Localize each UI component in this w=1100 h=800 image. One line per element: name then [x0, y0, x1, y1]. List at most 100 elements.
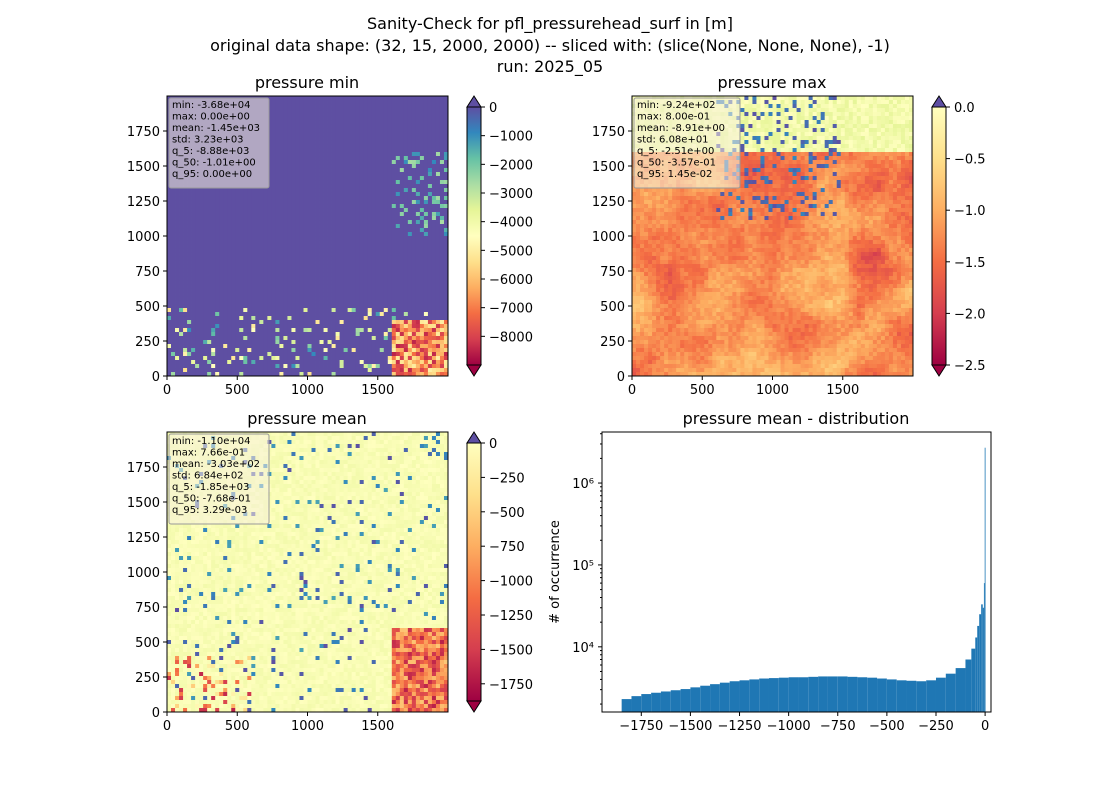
heatmap-cell: [363, 136, 369, 141]
heatmap-cell: [403, 224, 409, 229]
heatmap-cell: [435, 96, 441, 101]
heatmap-cell: [435, 276, 441, 281]
heatmap-cell: [399, 224, 405, 229]
heatmap-cell: [331, 124, 336, 129]
heatmap-cell: [379, 100, 385, 105]
heatmap-cell: [175, 240, 180, 245]
heatmap-cell: [219, 264, 224, 269]
heatmap-cell: [307, 160, 312, 165]
heatmap-cell: [215, 368, 220, 373]
heatmap-cell: [415, 280, 421, 285]
heatmap-cell: [411, 368, 417, 373]
heatmap-cell: [431, 240, 437, 245]
heatmap-cell: [339, 156, 345, 161]
heatmap-cell: [203, 288, 208, 293]
heatmap-cell: [323, 336, 328, 341]
heatmap-cell: [375, 312, 381, 317]
heatmap-cell: [403, 180, 409, 185]
heatmap-cell: [363, 172, 369, 177]
heatmap-cell: [363, 328, 369, 333]
heatmap-cell: [179, 196, 184, 201]
heatmap-cell: [299, 364, 304, 369]
heatmap-cell: [275, 184, 280, 189]
heatmap-cell: [187, 368, 192, 373]
heatmap-cell: [291, 156, 296, 161]
heatmap-cell: [431, 148, 437, 153]
heatmap-cell: [175, 272, 180, 277]
heatmap-cell: [231, 244, 236, 249]
heatmap-cell: [251, 360, 256, 365]
heatmap-cell: [375, 180, 381, 185]
heatmap-cell: [375, 120, 381, 125]
heatmap-cell: [387, 180, 393, 185]
heatmap-cell: [343, 128, 349, 133]
heatmap-cell: [219, 296, 224, 301]
heatmap-cell: [251, 288, 256, 293]
heatmap-cell: [311, 164, 316, 169]
heatmap-cell: [243, 316, 248, 321]
heatmap-cell: [431, 264, 437, 269]
heatmap-cell: [271, 260, 276, 265]
heatmap-cell: [311, 336, 316, 341]
heatmap-cell: [407, 264, 413, 269]
heatmap-cell: [355, 364, 361, 369]
heatmap-cell: [343, 216, 349, 221]
heatmap-cell: [311, 148, 316, 153]
heatmap-cell: [219, 336, 224, 341]
heatmap-cell: [175, 360, 180, 365]
heatmap-cell: [187, 336, 192, 341]
heatmap-cell: [443, 104, 449, 109]
heatmap-cell: [299, 192, 304, 197]
heatmap-cell: [387, 132, 393, 137]
heatmap-cell: [367, 240, 373, 245]
heatmap-cell: [199, 196, 204, 201]
heatmap-cell: [223, 196, 228, 201]
heatmap-cell: [207, 368, 212, 373]
heatmap-cell: [243, 252, 248, 257]
heatmap-cell: [435, 320, 441, 325]
heatmap-cell: [387, 208, 393, 213]
heatmap-cell: [303, 164, 308, 169]
heatmap-cell: [171, 204, 176, 209]
heatmap-cell: [299, 292, 304, 297]
heatmap-cell: [291, 284, 296, 289]
heatmap-cell: [255, 312, 260, 317]
heatmap-cell: [291, 104, 296, 109]
heatmap-cell: [183, 224, 188, 229]
heatmap-cell: [227, 224, 232, 229]
heatmap-cell: [187, 192, 192, 197]
heatmap-cell: [227, 276, 232, 281]
heatmap-cell: [375, 188, 381, 193]
heatmap-cell: [243, 372, 248, 377]
heatmap-cell: [183, 344, 188, 349]
heatmap-cell: [395, 220, 401, 225]
heatmap-cell: [411, 244, 417, 249]
heatmap-cell: [255, 344, 260, 349]
heatmap-cell: [239, 208, 244, 213]
heatmap-cell: [415, 160, 421, 165]
heatmap-cell: [307, 216, 312, 221]
heatmap-cell: [407, 176, 413, 181]
heatmap-cell: [331, 284, 336, 289]
heatmap-cell: [391, 128, 397, 133]
heatmap-cell: [199, 332, 204, 337]
heatmap-cell: [391, 336, 397, 341]
heatmap-cell: [231, 292, 236, 297]
heatmap-cell: [355, 148, 361, 153]
heatmap-cell: [171, 220, 176, 225]
heatmap-cell: [327, 160, 332, 165]
heatmap-cell: [407, 256, 413, 261]
heatmap-cell: [315, 156, 320, 161]
heatmap-cell: [303, 140, 308, 145]
heatmap-cell: [327, 300, 332, 305]
heatmap-cell: [403, 124, 409, 129]
heatmap-cell: [243, 232, 248, 237]
heatmap-cell: [427, 144, 433, 149]
heatmap-cell: [183, 216, 188, 221]
heatmap-cell: [283, 232, 288, 237]
heatmap-cell: [203, 204, 208, 209]
heatmap-cell: [319, 340, 324, 345]
heatmap-cell: [299, 340, 304, 345]
heatmap-cell: [235, 244, 240, 249]
heatmap-cell: [231, 236, 236, 241]
